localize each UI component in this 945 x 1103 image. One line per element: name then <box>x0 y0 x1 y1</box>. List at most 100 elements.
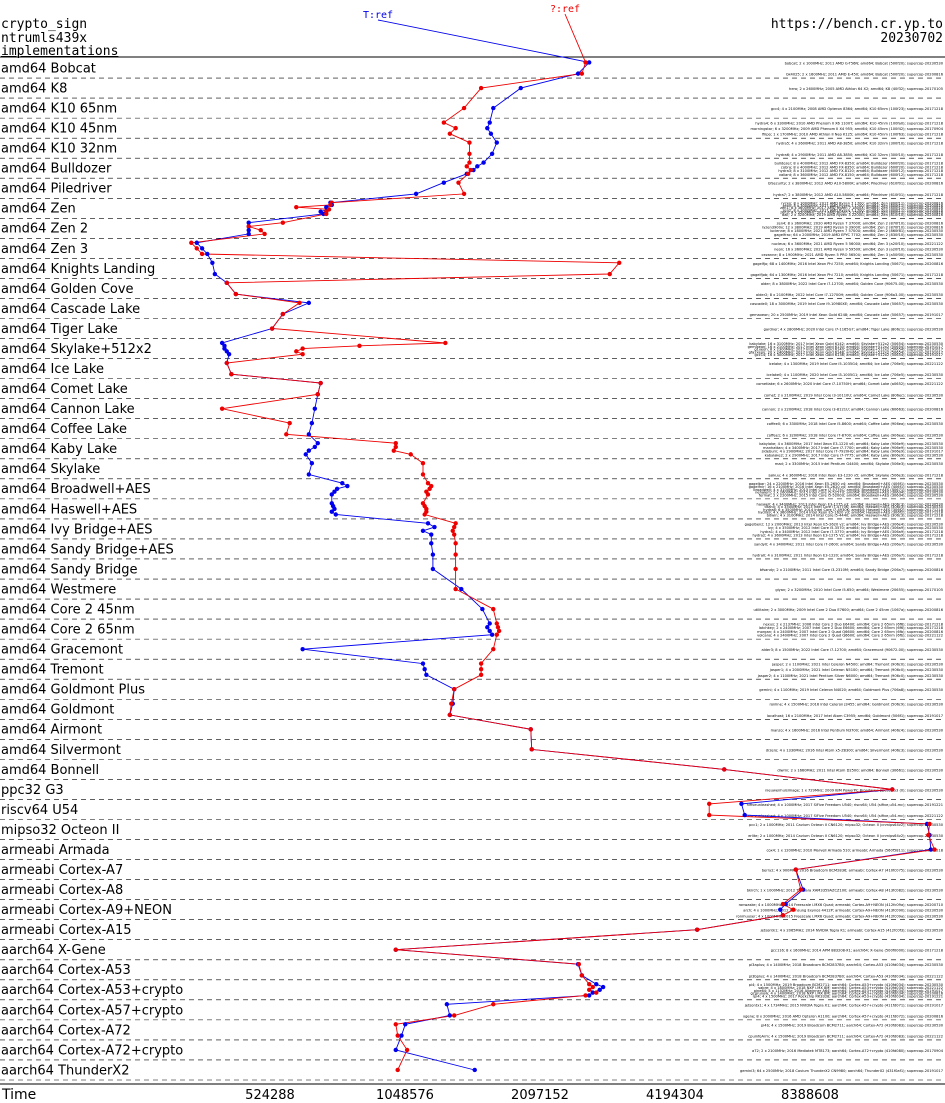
point-q-ref <box>189 240 194 245</box>
point-q-ref <box>927 821 932 827</box>
point-q-ref <box>491 646 496 652</box>
machine-note: gcgrunow; 4 x 1400MHz; 2018 NXP i.MX 8M;… <box>750 992 943 996</box>
point-t-ref <box>485 125 490 131</box>
point-t-ref <box>489 632 495 637</box>
row-label: ppc32 G3 <box>1 783 64 798</box>
point-q-ref <box>587 982 592 987</box>
machine-note: lucienne; 8 x 1800MHz; 2021 AMD Ryzen 7 … <box>770 229 944 233</box>
point-q-ref <box>452 532 457 537</box>
point-q-ref <box>284 432 289 437</box>
point-q-ref <box>707 801 712 807</box>
point-t-ref <box>403 1022 408 1027</box>
row-label: amd64 Zen <box>1 202 76 217</box>
machine-note: latchkey; 2 x 2400MHz; 2007 Intel Core 2… <box>759 626 944 630</box>
row-label: riscv64 U54 <box>1 803 78 818</box>
row-label: amd64 K10 65nm <box>1 101 117 116</box>
x-tick-label: 524288 <box>245 1088 295 1103</box>
machine-note: nehalem; 2 x 2600MHz; 2015 Intel Core i5… <box>755 491 944 495</box>
point-q-ref <box>453 521 458 526</box>
x-tick-label: 4194304 <box>646 1088 704 1103</box>
row-label: armeabi Armada <box>1 843 110 858</box>
point-q-ref <box>194 246 199 251</box>
point-t-ref <box>778 907 783 912</box>
machine-note: pine64; 4 x 1152MHz; 2016 Allwinner A64;… <box>754 989 943 993</box>
point-q-ref <box>617 260 622 266</box>
point-q-ref <box>694 927 700 932</box>
row-label: amd64 Comet Lake <box>1 382 128 397</box>
point-q-ref <box>297 300 302 306</box>
machine-note: ryzen3900x; 12 x 3800MHz; 2019 AMD Ryzen… <box>762 225 944 229</box>
machine-note: hydra6; 4 x 2900MHz; 2011 AMD A8-3850; a… <box>776 153 943 157</box>
point-q-ref <box>594 990 599 995</box>
point-q-ref <box>393 440 398 446</box>
row-label: amd64 Bobcat <box>1 61 96 76</box>
machine-note: pi3bplus; 4 x 1400MHz; 2018 Broadcom BCM… <box>749 974 943 978</box>
machine-note: sabre; 4 x 1800MHz; 2018 NXP i.MX 8M; aa… <box>758 986 943 990</box>
point-q-ref <box>280 311 286 317</box>
machine-note: pcc1; 2 x 1000MHz; 2011 Cavium Octeon II… <box>749 823 944 827</box>
machine-note: cox4; 1 x 1200MHz; 2010 Marvell Armada 5… <box>766 849 943 853</box>
point-q-ref <box>246 224 251 229</box>
point-t-ref <box>472 1067 477 1073</box>
report-date: 20230702 <box>880 31 943 46</box>
point-t-ref <box>424 672 429 678</box>
point-t-ref <box>447 1013 453 1018</box>
machine-note: cobra; 8 x 4000MHz; 2012 AMD FX-8350; am… <box>781 165 944 169</box>
row-label: amd64 Skylake <box>1 462 100 477</box>
machine-note: g1xeon; 8 x 2300MHz; 2017 Intel Xeon Gol… <box>754 348 943 352</box>
machine-note: zen4; 8 x 3600MHz; 2020 AMD Ryzen 7 3700… <box>777 222 944 226</box>
subtitle-link[interactable]: implementations <box>1 44 118 59</box>
row-label: amd64 Ice Lake <box>1 362 104 377</box>
machine-note: gcc116; 8 x 1600MHz; 2014 APM 883208-X1;… <box>771 949 944 953</box>
machine-note: pi4b; 4 x 1500MHz; 2019 Broadcom BCM2711… <box>761 1023 944 1027</box>
point-t-ref <box>420 528 426 533</box>
point-t-ref <box>340 481 345 486</box>
point-q-ref <box>393 947 398 952</box>
point-t-ref <box>334 486 340 492</box>
machine-note: utilitaire; 2 x 3000MHz; 2009 Intel Core… <box>754 608 944 612</box>
point-q-ref <box>395 1067 400 1073</box>
point-q-ref <box>579 71 585 76</box>
point-t-ref <box>309 420 315 426</box>
point-q-ref <box>587 987 592 993</box>
row-label: amd64 Core 2 45nm <box>1 602 135 617</box>
x-tick-label: 1048576 <box>376 1088 434 1103</box>
point-q-ref <box>495 625 501 630</box>
point-q-ref <box>328 202 333 208</box>
row-label: aarch64 ThunderX2 <box>1 1063 129 1078</box>
machine-note: jasper1; 4 x 2000MHz; 2021 Intel Celeron… <box>769 668 944 672</box>
point-q-ref <box>229 372 234 377</box>
row-label: amd64 Westmere <box>1 582 116 597</box>
point-q-ref <box>453 125 458 131</box>
point-q-ref <box>427 486 432 492</box>
machine-note: localhost; 16 x 2100MHz; 2017 Intel Atom… <box>767 714 943 718</box>
machine-note: berry2; 4 x 900MHz; 2016 Broadcom BCM283… <box>762 869 944 873</box>
machine-note: riscvunleashed; 4 x 1000MHz; 2017 SiFive… <box>748 814 943 818</box>
point-q-ref <box>425 492 431 497</box>
point-q-ref <box>294 349 299 354</box>
machine-note: pi4; 4 x 1500MHz; 2019 Broadcom BCM2711;… <box>749 983 944 987</box>
point-q-ref <box>300 351 305 357</box>
point-q-ref <box>224 360 230 366</box>
point-q-ref <box>529 747 534 752</box>
point-q-ref <box>461 191 467 197</box>
point-t-ref <box>739 801 744 807</box>
row-label: amd64 Sandy Bridge+AES <box>1 542 174 557</box>
machine-note: zen3; 4 x 3500MHz; 2017 AMD Ryzen 5 1500… <box>780 211 944 215</box>
point-t-ref <box>481 160 486 165</box>
point-q-ref <box>464 164 469 169</box>
machine-note: hifiveunleashed; 4 x 1000MHz; 2017 SiFiv… <box>747 803 943 807</box>
point-q-ref <box>453 541 458 546</box>
point-t-ref <box>587 60 592 65</box>
machine-note: icelake0; 4 x 1100MHz; 2020 Intel Core i… <box>767 373 944 377</box>
point-q-ref <box>450 528 455 533</box>
point-q-ref <box>576 961 582 967</box>
machine-note: volcano; 4 x 2400MHz; 2007 Intel Core 2 … <box>757 634 943 638</box>
point-t-ref <box>600 984 606 990</box>
x-axis-label: Time <box>1 1087 36 1103</box>
point-q-ref <box>357 343 362 348</box>
point-t-ref <box>303 452 308 457</box>
row-label: amd64 Goldmont <box>1 703 114 718</box>
site-url[interactable]: https://bench.cr.yp.to <box>771 17 943 32</box>
machine-note: rpi4; 4 x 1500MHz; 2017 Rockchip RK3328;… <box>753 994 943 998</box>
